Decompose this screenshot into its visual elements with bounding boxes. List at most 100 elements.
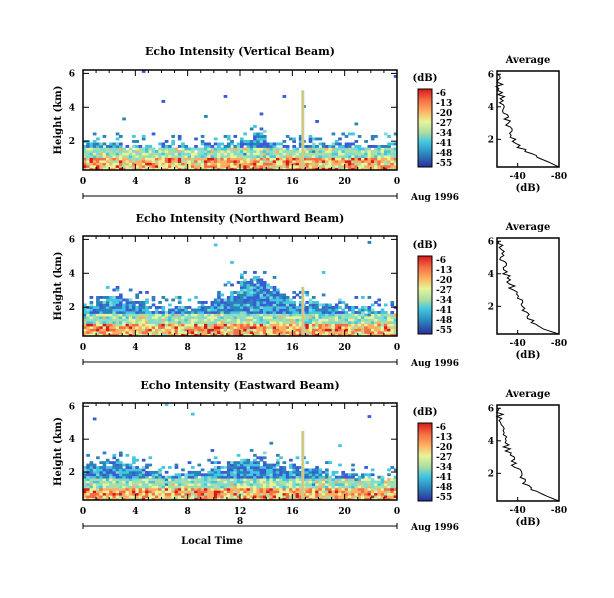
heatmap-cell	[112, 490, 117, 494]
heatmap-cell	[204, 497, 208, 501]
heatmap-cell	[275, 318, 280, 322]
heatmap-cell	[318, 157, 323, 161]
colorbar-tick-label: -27	[436, 286, 452, 296]
heatmap-cell	[190, 475, 195, 479]
heatmap-cell	[246, 473, 251, 477]
heatmap-cell	[305, 157, 310, 161]
heatmap-cell	[135, 293, 140, 297]
heatmap-cell	[275, 458, 280, 462]
heatmap-cell	[325, 165, 329, 168]
heatmap-cell	[249, 147, 254, 151]
heatmap-cell	[135, 145, 140, 148]
heatmap-cell	[177, 298, 182, 302]
heatmap-cell	[190, 318, 195, 322]
heatmap-cell	[393, 160, 398, 163]
heatmap-cell	[318, 316, 323, 319]
heatmap-cell	[292, 162, 297, 166]
heatmap-cell	[259, 458, 264, 462]
heatmap-cell	[200, 135, 205, 138]
heatmap-cell	[308, 311, 313, 314]
heatmap-cell	[187, 155, 192, 158]
heatmap-cell	[145, 473, 149, 477]
heatmap-cell	[262, 135, 267, 138]
heatmap-cell	[305, 291, 310, 294]
heatmap-cell	[118, 303, 123, 307]
heatmap-cell	[259, 466, 264, 469]
heatmap-cell	[105, 308, 110, 312]
heatmap-cell	[200, 313, 205, 317]
heatmap-cell	[86, 150, 90, 153]
heatmap-cell	[370, 135, 375, 138]
heatmap-cell	[102, 135, 107, 138]
y-tick-label: 6	[69, 69, 75, 79]
heatmap-cell	[177, 490, 182, 494]
heatmap-cell	[325, 318, 329, 322]
heatmap-cell	[217, 316, 221, 319]
heatmap-cell	[141, 162, 146, 166]
heatmap-cell	[99, 301, 104, 304]
heatmap-cell	[331, 145, 336, 148]
heatmap-cell	[128, 321, 133, 324]
heatmap-cell	[220, 495, 225, 498]
heatmap-cell	[249, 311, 254, 314]
heatmap-cell	[128, 483, 133, 486]
heatmap-cell	[262, 473, 267, 477]
heatmap-cell	[253, 165, 257, 168]
heatmap-cell	[135, 313, 140, 317]
heatmap-cell	[351, 495, 355, 498]
heatmap-cell	[226, 497, 231, 501]
heatmap-cell	[266, 495, 270, 498]
y-tick-label: 4	[69, 103, 75, 113]
heatmap-cell	[298, 480, 303, 484]
heatmap-cell	[341, 316, 346, 319]
heatmap-cell	[377, 165, 382, 168]
heatmap-cell	[164, 150, 169, 153]
heatmap-cell	[308, 326, 313, 329]
heatmap-cell	[272, 331, 277, 334]
heatmap-cell	[125, 316, 130, 319]
heatmap-cell	[115, 463, 120, 467]
heatmap-cell	[135, 470, 140, 474]
heatmap-cell	[83, 316, 87, 319]
heatmap-cell	[96, 331, 100, 334]
heatmap-cell	[161, 326, 166, 329]
heatmap-cell	[132, 495, 136, 498]
heatmap-cell	[354, 473, 359, 477]
heatmap-cell	[145, 160, 149, 163]
heatmap-cell	[308, 331, 313, 334]
heatmap-cell	[190, 311, 195, 314]
heatmap-cell	[96, 492, 100, 496]
heatmap-cell	[164, 495, 169, 498]
heatmap-cell	[374, 485, 378, 489]
heatmap-cell	[243, 140, 247, 143]
heatmap-cell	[220, 306, 225, 309]
heatmap-cell	[115, 155, 120, 158]
heatmap-cell	[266, 473, 270, 477]
heatmap-cell	[243, 165, 247, 168]
heatmap-cell	[311, 142, 316, 146]
heatmap-cell	[174, 487, 179, 491]
heatmap-cell	[272, 157, 277, 161]
heatmap-cell	[233, 328, 238, 332]
heatmap-cell	[289, 298, 293, 302]
heatmap-cell	[109, 162, 113, 166]
heatmap-cell	[89, 306, 94, 309]
heatmap-cell	[112, 333, 117, 337]
heatmap-cell	[105, 478, 110, 481]
heatmap-cell	[230, 296, 234, 299]
heatmap-cell	[96, 137, 100, 141]
heatmap-cell	[223, 495, 228, 498]
heatmap-cell	[246, 298, 251, 302]
heatmap-cell	[89, 326, 94, 329]
heatmap-cell	[158, 468, 162, 472]
heatmap-cell	[148, 478, 153, 481]
heatmap-cell	[161, 321, 166, 324]
heatmap-cell	[112, 475, 117, 479]
heatmap-cell	[161, 323, 166, 327]
heatmap-cell	[249, 160, 254, 163]
heatmap-cell	[217, 145, 221, 148]
heatmap-cell	[295, 306, 300, 309]
heatmap-cell	[370, 167, 375, 171]
heatmap-cell	[364, 497, 368, 501]
heatmap-cell	[181, 333, 185, 337]
